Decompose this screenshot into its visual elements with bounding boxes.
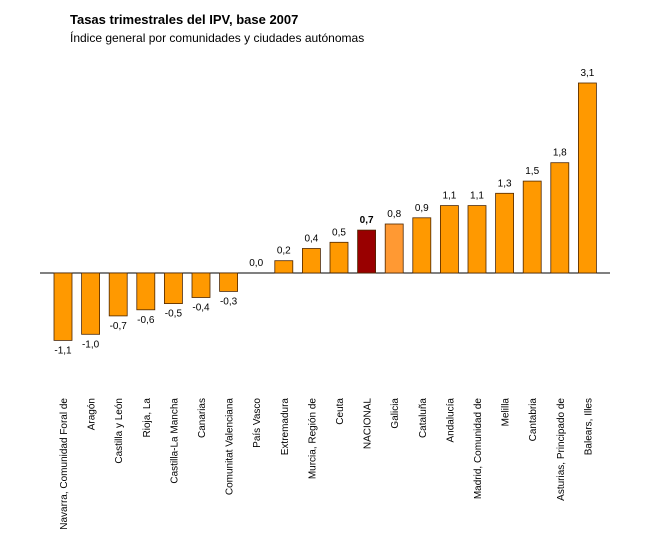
data-label: 1,3 (498, 178, 512, 189)
category-label: Cataluña (418, 398, 429, 438)
bar (412, 217, 432, 274)
data-label: 3,1 (580, 68, 594, 79)
chart-title: Tasas trimestrales del IPV, base 2007 (70, 12, 299, 27)
bar (384, 223, 404, 274)
bar (81, 272, 100, 335)
data-label: 0,8 (387, 209, 401, 220)
data-label: 1,5 (525, 166, 539, 177)
bar (522, 180, 542, 274)
category-label: Balears, Illes (583, 398, 594, 455)
data-label: -0,7 (110, 321, 128, 332)
bar (578, 82, 597, 274)
bar (219, 272, 239, 292)
category-label: Cantabria (528, 398, 539, 442)
bar (163, 272, 183, 305)
data-label: 1,8 (553, 148, 567, 159)
category-label: Ceuta (335, 398, 346, 425)
bar (274, 260, 294, 274)
data-label: 0,2 (277, 246, 291, 257)
category-label: Murcia, Región de (307, 398, 318, 480)
category-label: Rioja, La (142, 398, 153, 438)
data-label: -0,4 (192, 303, 210, 314)
category-label: Canarias (197, 398, 208, 438)
bar (136, 272, 156, 311)
category-label: Melilla (501, 398, 512, 427)
data-label: -0,5 (165, 309, 183, 320)
data-label: 1,1 (442, 191, 456, 202)
bar (495, 192, 515, 274)
bar (439, 205, 459, 274)
category-label: Andalucía (445, 398, 456, 443)
bar (357, 229, 377, 274)
bar (191, 272, 211, 298)
data-label: 0,5 (332, 227, 346, 238)
data-label: 0,9 (415, 203, 429, 214)
category-label: Castilla y León (114, 398, 125, 464)
bar (550, 162, 570, 274)
bar (301, 248, 321, 274)
category-label: Asturias, Principado de (556, 398, 567, 501)
data-label: -0,6 (137, 315, 155, 326)
bar (108, 272, 128, 317)
category-label: Galicia (390, 398, 401, 429)
data-label: -0,3 (220, 296, 238, 307)
category-label: Castilla-La Mancha (169, 398, 180, 484)
category-label: País Vasco (252, 398, 263, 448)
data-label: -1,0 (82, 339, 100, 350)
data-label: -1,1 (54, 345, 72, 356)
category-label: NACIONAL (363, 398, 374, 450)
data-label: 0,0 (249, 258, 263, 269)
data-label: 0,4 (304, 234, 318, 245)
category-label: Navarra, Comunidad Foral de (59, 398, 70, 530)
category-label: Aragón (87, 398, 98, 430)
bar (329, 241, 349, 274)
data-label: 0,7 (360, 215, 374, 226)
chart-subtitle: Índice general por comunidades y ciudade… (70, 31, 365, 45)
data-label: 1,1 (470, 191, 484, 202)
bar (53, 272, 73, 341)
bar (467, 205, 487, 274)
category-label: Madrid, Comunidad de (473, 398, 484, 500)
category-label: Comunitat Valenciana (225, 398, 236, 496)
category-label: Extremadura (280, 398, 291, 456)
